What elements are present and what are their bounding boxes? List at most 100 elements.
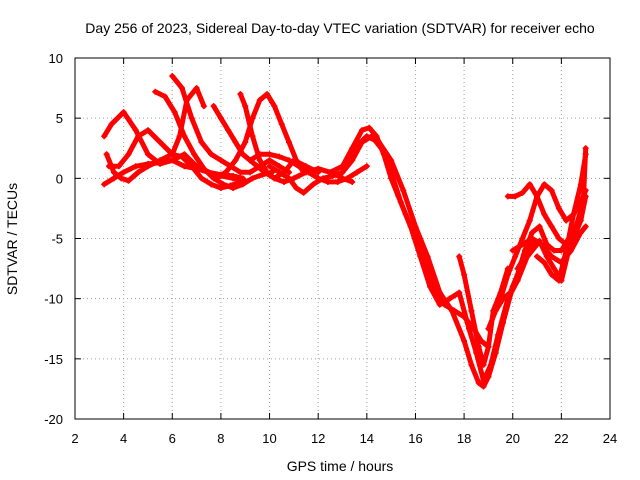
data-point — [169, 151, 176, 158]
data-point — [526, 217, 533, 224]
data-point — [504, 193, 511, 200]
data-point — [541, 211, 548, 218]
data-point — [320, 175, 327, 182]
data-point — [242, 103, 249, 110]
data-point — [485, 325, 492, 332]
data-point — [344, 175, 351, 182]
x-tick-label: 2 — [71, 431, 78, 446]
data-point — [519, 241, 526, 248]
data-point — [582, 151, 589, 158]
y-tick-label: 0 — [56, 171, 63, 186]
data-point — [538, 241, 545, 248]
data-point — [249, 133, 256, 140]
data-point — [327, 169, 334, 176]
data-point — [200, 103, 207, 110]
data-point — [200, 165, 207, 172]
data-point — [448, 307, 455, 314]
data-point — [266, 151, 273, 158]
data-point — [179, 85, 185, 92]
data-point — [529, 235, 536, 242]
data-point — [536, 223, 543, 230]
series-sat-m — [339, 133, 526, 390]
data-point — [193, 85, 200, 92]
data-point — [125, 177, 132, 184]
x-tick-label: 4 — [120, 431, 127, 446]
data-point — [519, 235, 526, 242]
data-point — [256, 97, 263, 104]
x-tick-label: 22 — [554, 431, 568, 446]
data-point — [315, 165, 322, 172]
data-point — [349, 178, 356, 185]
data-point — [485, 343, 492, 350]
data-point — [101, 181, 108, 188]
y-tick-label: 5 — [56, 111, 63, 126]
data-point — [266, 163, 273, 170]
series-sat-n — [368, 133, 541, 384]
data-point — [305, 169, 312, 176]
data-point — [555, 235, 562, 242]
series-sat-j — [247, 151, 370, 185]
data-point — [400, 187, 407, 194]
data-point — [570, 211, 577, 218]
data-point — [132, 163, 139, 170]
data-point — [548, 223, 555, 230]
series-sat-u — [509, 223, 589, 266]
data-point — [480, 383, 487, 390]
data-point — [217, 157, 224, 164]
data-point — [198, 175, 205, 182]
x-tick-label: 16 — [408, 431, 422, 446]
data-point — [577, 181, 584, 188]
chart-title: Day 256 of 2023, Sidereal Day-to-day VTE… — [85, 20, 595, 36]
data-point — [161, 93, 168, 100]
data-point — [456, 289, 463, 296]
data-point — [551, 247, 558, 254]
data-point — [125, 151, 132, 158]
data-point — [487, 361, 494, 368]
data-point — [468, 307, 475, 314]
data-point — [106, 163, 113, 170]
data-point — [210, 103, 217, 110]
data-point — [232, 139, 239, 146]
data-point — [480, 377, 487, 384]
data-point — [519, 189, 526, 196]
data-point — [378, 145, 385, 152]
data-point — [208, 151, 215, 158]
y-tick-label: -10 — [44, 292, 63, 307]
data-point — [568, 247, 575, 254]
data-point — [237, 91, 244, 98]
data-point — [135, 169, 142, 176]
data-point — [446, 295, 453, 302]
data-point — [310, 181, 317, 188]
data-point — [157, 139, 164, 146]
series-layer — [101, 73, 589, 390]
data-point — [157, 159, 164, 166]
data-point — [264, 91, 271, 98]
data-point — [144, 151, 151, 158]
data-point — [548, 187, 555, 194]
data-point — [144, 127, 151, 134]
data-point — [534, 253, 541, 260]
data-point — [541, 259, 548, 266]
data-point — [249, 115, 256, 122]
data-point — [512, 253, 519, 260]
data-point — [582, 145, 589, 152]
data-point — [424, 253, 431, 260]
data-point — [115, 163, 122, 170]
data-point — [120, 169, 127, 176]
data-point — [555, 277, 562, 284]
y-tick-label: 10 — [49, 51, 63, 66]
data-point — [551, 265, 558, 272]
data-point — [512, 193, 519, 200]
y-axis-label: SDTVAR / TECUs — [4, 183, 20, 295]
x-tick-label: 10 — [262, 431, 276, 446]
data-point — [169, 157, 176, 164]
data-point — [264, 169, 271, 176]
data-point — [230, 184, 237, 191]
series-trace — [267, 133, 384, 196]
data-point — [582, 223, 589, 230]
data-point — [468, 361, 475, 368]
data-point — [281, 178, 288, 185]
series-trace — [213, 91, 307, 181]
data-point — [555, 205, 562, 212]
